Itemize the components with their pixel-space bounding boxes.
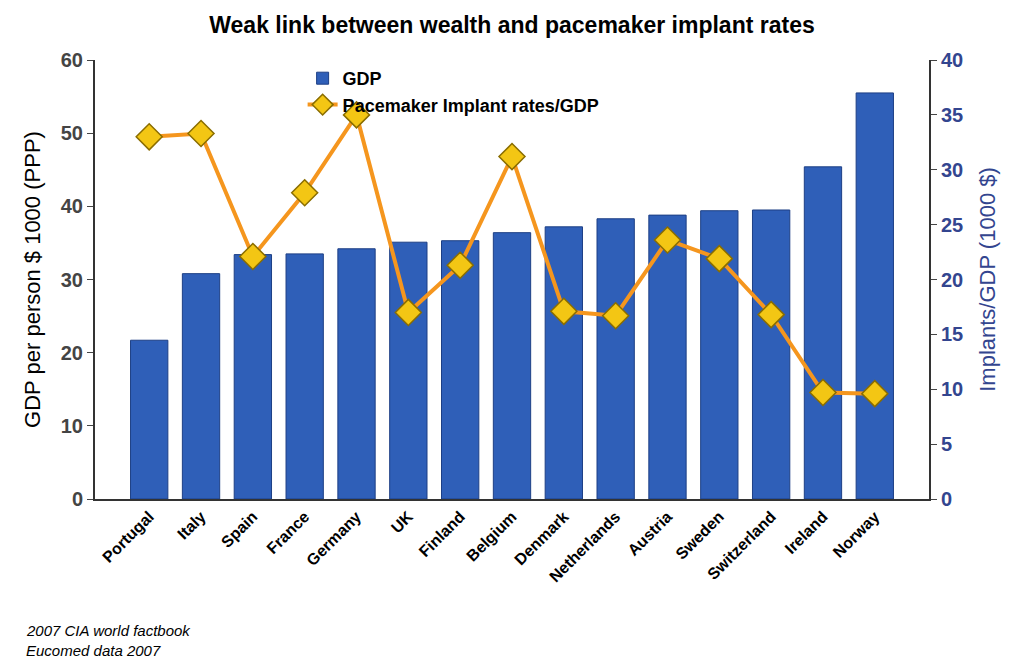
svg-text:15: 15 xyxy=(941,323,963,345)
svg-text:5: 5 xyxy=(941,433,952,455)
svg-text:50: 50 xyxy=(61,122,83,144)
svg-text:Eucomed data 2007: Eucomed data 2007 xyxy=(26,642,161,659)
svg-text:GDP per person $ 1000 (PPP): GDP per person $ 1000 (PPP) xyxy=(20,131,45,428)
svg-text:40: 40 xyxy=(941,49,963,71)
svg-text:Pacemaker Implant rates/GDP: Pacemaker Implant rates/GDP xyxy=(343,96,599,116)
svg-text:Finland: Finland xyxy=(416,508,468,560)
svg-text:GDP: GDP xyxy=(343,69,382,89)
svg-text:Portugal: Portugal xyxy=(99,508,157,566)
svg-text:Belgium: Belgium xyxy=(463,508,520,565)
svg-text:20: 20 xyxy=(941,269,963,291)
svg-text:Denmark: Denmark xyxy=(511,508,572,569)
svg-text:10: 10 xyxy=(941,378,963,400)
svg-text:Norway: Norway xyxy=(830,508,883,561)
svg-text:UK: UK xyxy=(388,508,417,537)
svg-text:10: 10 xyxy=(61,415,83,437)
svg-text:20: 20 xyxy=(61,342,83,364)
svg-text:Weak link between wealth and p: Weak link between wealth and pacemaker i… xyxy=(209,12,814,38)
svg-text:Implants/GDP (1000 $): Implants/GDP (1000 $) xyxy=(975,167,1000,392)
svg-text:Sweden: Sweden xyxy=(672,508,727,563)
svg-text:Netherlands: Netherlands xyxy=(546,508,623,585)
svg-text:Germany: Germany xyxy=(303,508,364,569)
svg-text:France: France xyxy=(263,508,312,557)
svg-text:0: 0 xyxy=(72,488,83,510)
svg-text:Austria: Austria xyxy=(624,508,675,559)
svg-text:Ireland: Ireland xyxy=(782,508,831,557)
svg-text:60: 60 xyxy=(61,49,83,71)
svg-text:30: 30 xyxy=(941,159,963,181)
svg-text:35: 35 xyxy=(941,104,963,126)
svg-text:25: 25 xyxy=(941,214,963,236)
svg-text:2007 CIA world factbook: 2007 CIA world factbook xyxy=(26,622,191,639)
svg-text:30: 30 xyxy=(61,269,83,291)
svg-text:Switzerland: Switzerland xyxy=(704,508,779,583)
svg-text:Italy: Italy xyxy=(174,508,209,543)
svg-text:40: 40 xyxy=(61,195,83,217)
svg-text:Spain: Spain xyxy=(218,508,261,551)
svg-text:0: 0 xyxy=(941,488,952,510)
